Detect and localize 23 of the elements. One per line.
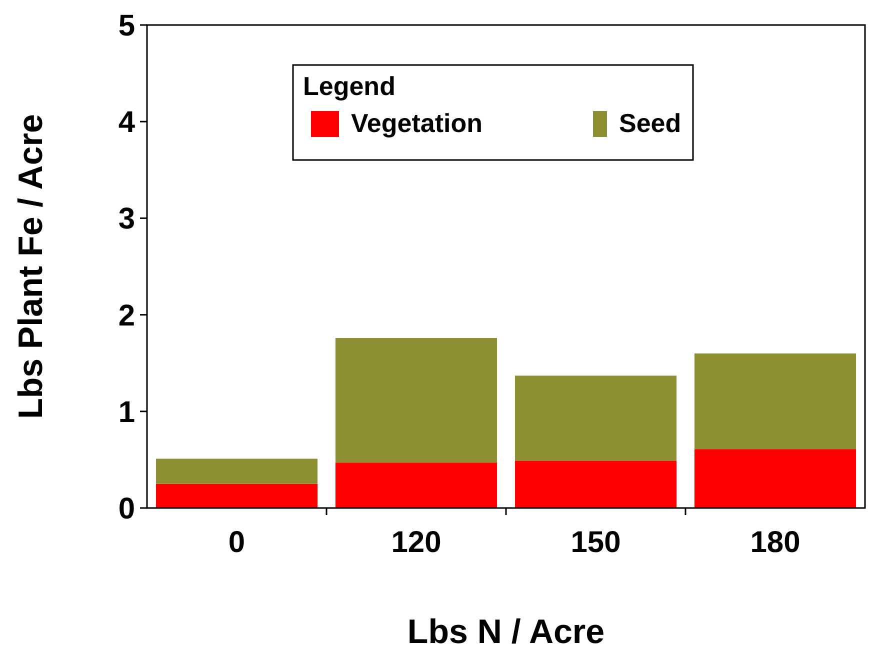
bar — [694, 353, 856, 450]
legend-label: Seed — [619, 108, 682, 138]
y-axis-title: Lbs Plant Fe / Acre — [12, 114, 50, 419]
legend-title: Legend — [303, 71, 396, 101]
bar — [694, 449, 856, 508]
x-tick-label: 150 — [570, 526, 621, 559]
legend-label: Vegetation — [351, 108, 482, 138]
x-tick-label: 120 — [391, 526, 442, 559]
y-tick-label: 1 — [118, 396, 135, 429]
bar — [335, 462, 498, 508]
bar — [514, 376, 677, 461]
x-axis-title: Lbs N / Acre — [407, 613, 605, 651]
x-tick-label: 0 — [228, 526, 246, 559]
y-tick-label: 5 — [118, 10, 135, 42]
bar — [156, 458, 318, 484]
bar — [156, 484, 318, 508]
x-tick-label: 180 — [750, 526, 800, 559]
y-tick-label: 3 — [118, 202, 135, 236]
y-tick-label: 4 — [118, 106, 136, 140]
bar — [335, 338, 498, 463]
y-tick-label: 2 — [118, 299, 135, 332]
bar — [514, 460, 677, 508]
y-tick-label: 0 — [118, 492, 135, 526]
